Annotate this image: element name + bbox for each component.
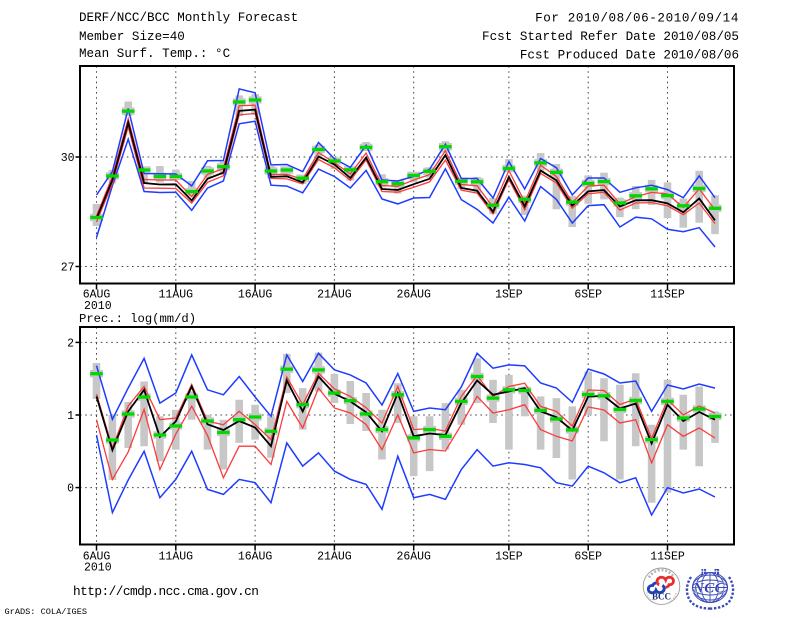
svg-text:30: 30 <box>61 152 75 165</box>
svg-text:11AUG: 11AUG <box>159 289 194 302</box>
svg-text:26AUG: 26AUG <box>396 289 431 302</box>
svg-text:6AUG: 6AUG <box>83 289 111 302</box>
svg-text:1: 1 <box>67 410 74 423</box>
svg-text:2: 2 <box>67 337 74 350</box>
svg-text:16AUG: 16AUG <box>238 289 273 302</box>
svg-text:0: 0 <box>67 483 74 496</box>
svg-text:For 2010/08/06-2010/09/14: For 2010/08/06-2010/09/14 <box>535 11 739 25</box>
svg-text:11SEP: 11SEP <box>650 551 685 564</box>
svg-text:2010: 2010 <box>84 562 112 575</box>
svg-text:Fcst Produced Date 2010/08/06: Fcst Produced Date 2010/08/06 <box>520 48 739 62</box>
svg-text:6SEP: 6SEP <box>574 551 602 564</box>
svg-text:2010: 2010 <box>84 300 112 313</box>
svg-text:6AUG: 6AUG <box>83 551 111 564</box>
svg-text:27: 27 <box>61 262 75 275</box>
svg-text:BCC: BCC <box>652 592 671 602</box>
svg-text:21AUG: 21AUG <box>317 551 352 564</box>
svg-text:Fcst Started Refer Date 2010/0: Fcst Started Refer Date 2010/08/05 <box>482 30 739 44</box>
svg-text:Member Size=40: Member Size=40 <box>79 30 185 44</box>
svg-text:21AUG: 21AUG <box>317 289 352 302</box>
svg-text:1SEP: 1SEP <box>495 551 523 564</box>
svg-text:http://cmdp.ncc.cma.gov.cn: http://cmdp.ncc.cma.gov.cn <box>73 584 258 599</box>
svg-text:1SEP: 1SEP <box>495 289 523 302</box>
svg-text:GrADS: COLA/IGES: GrADS: COLA/IGES <box>5 607 88 617</box>
svg-text:Prec.: log(mm/d): Prec.: log(mm/d) <box>79 312 196 326</box>
svg-text:11AUG: 11AUG <box>159 551 194 564</box>
svg-text:Mean Surf. Temp.: °C: Mean Surf. Temp.: °C <box>79 47 231 61</box>
svg-text:26AUG: 26AUG <box>396 551 431 564</box>
svg-text:11SEP: 11SEP <box>650 289 685 302</box>
svg-text:DERF/NCC/BCC Monthly Forecast: DERF/NCC/BCC Monthly Forecast <box>79 11 298 25</box>
svg-text:16AUG: 16AUG <box>238 551 273 564</box>
svg-text:NCC: NCC <box>692 581 726 597</box>
svg-text:6SEP: 6SEP <box>574 289 602 302</box>
